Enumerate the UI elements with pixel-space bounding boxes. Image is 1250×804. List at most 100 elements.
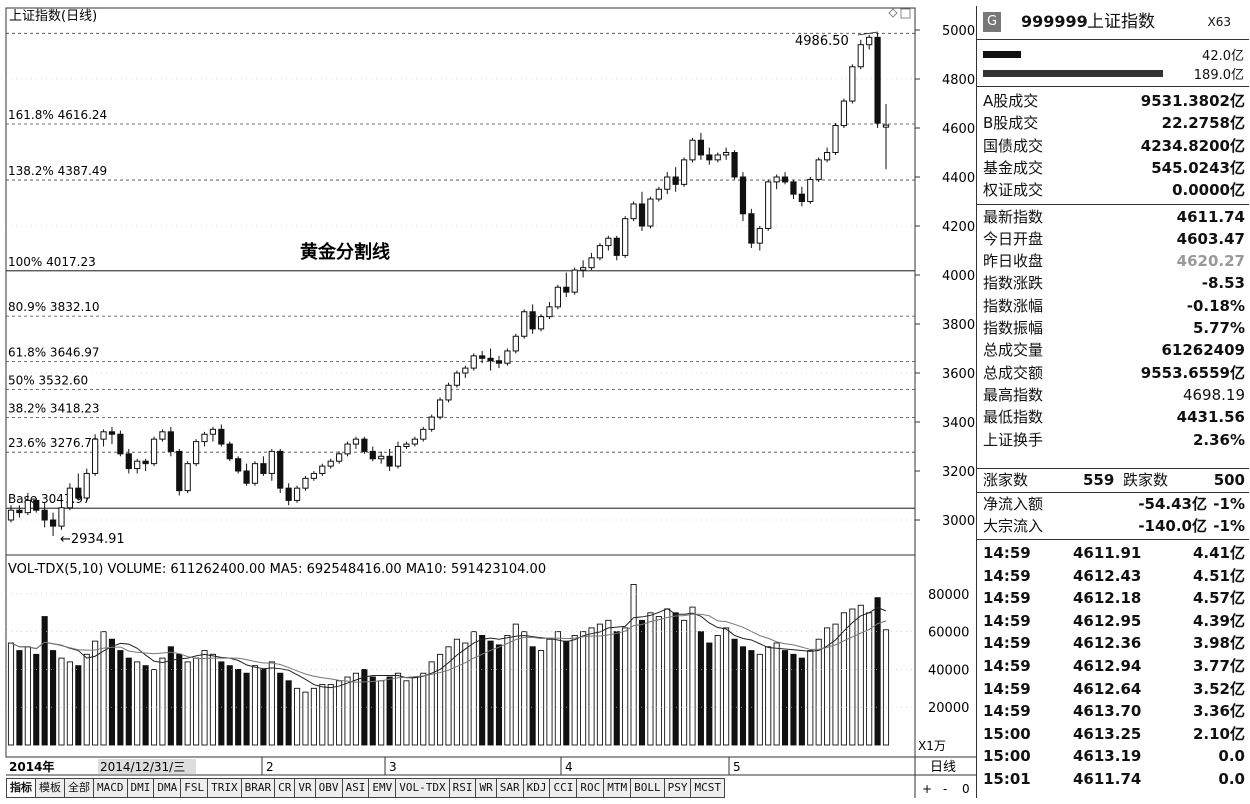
- tick-volume: 4.39亿: [1192, 611, 1245, 630]
- quote-row: A股成交 9531.3802亿: [977, 90, 1249, 112]
- volume-bar: [723, 627, 730, 746]
- zoom-in-button[interactable]: +: [922, 782, 932, 796]
- tab-macd[interactable]: MACD: [94, 778, 128, 798]
- quote-row-label: 指数振幅: [983, 319, 1044, 337]
- volume-bar: [815, 638, 822, 746]
- quote-row-label: 总成交额: [983, 363, 1044, 382]
- tab-指标[interactable]: 指标: [6, 778, 36, 798]
- tick-row[interactable]: 14:59 4612.95 4.39亿: [977, 610, 1249, 632]
- tab-模板[interactable]: 模板: [36, 778, 65, 798]
- tab-asi[interactable]: ASI: [342, 778, 370, 798]
- advance-decline-row: 涨家数 559 跌家数 500: [977, 469, 1249, 491]
- volume-bar: [92, 640, 99, 746]
- tab-boll[interactable]: BOLL: [631, 778, 665, 798]
- tab-fsl[interactable]: FSL: [181, 778, 209, 798]
- tick-time: 14:59: [983, 634, 1031, 653]
- tick-price: 4612.18: [1073, 589, 1142, 608]
- candle: [150, 436, 158, 467]
- kline-chart[interactable]: 161.8% 4616.24 138.2% 4387.49 100% 4017.23…: [0, 0, 976, 804]
- volume-bar: [33, 653, 40, 746]
- tab-全部[interactable]: 全部: [65, 778, 94, 798]
- tab-psy[interactable]: PSY: [664, 778, 692, 798]
- candle: [176, 448, 183, 496]
- tab-dma[interactable]: DMA: [154, 778, 182, 798]
- quote-row: B股成交 22.2758亿: [977, 112, 1249, 134]
- tick-row[interactable]: 15:00 4613.19 0.0: [977, 745, 1249, 767]
- tick-row[interactable]: 14:59 4612.18 4.57亿: [977, 587, 1249, 609]
- volume-bar: [798, 657, 805, 746]
- candle: [394, 441, 402, 469]
- tick-row[interactable]: 14:59 4613.70 3.36亿: [977, 700, 1249, 722]
- tab-sar[interactable]: SAR: [496, 778, 524, 798]
- volume-bar: [596, 623, 604, 746]
- volume-bar: [781, 650, 789, 746]
- candle: [664, 172, 671, 195]
- quote-row-value: 4620.27: [1176, 252, 1245, 271]
- tab-roc[interactable]: ROC: [577, 778, 605, 798]
- tick-row[interactable]: 14:59 4612.64 3.52亿: [977, 678, 1249, 700]
- candle: [49, 512, 57, 536]
- window-controls-icon[interactable]: [888, 8, 911, 19]
- tab-emv[interactable]: EMV: [369, 778, 397, 798]
- price-tick-label: 4600: [942, 122, 975, 137]
- tick-row[interactable]: 14:59 4612.43 4.51亿: [977, 565, 1249, 587]
- zoom-reset-button[interactable]: 0: [962, 782, 970, 796]
- period-label[interactable]: 日线: [930, 760, 956, 775]
- tick-row[interactable]: 15:00 4613.25 2.10亿: [977, 723, 1249, 745]
- volume-bar: [554, 631, 561, 746]
- tab-vr[interactable]: VR: [295, 778, 316, 798]
- volume-bar: [437, 653, 444, 746]
- volume-bar: [849, 608, 856, 746]
- volume-bar: [529, 646, 536, 746]
- volume-bar: [293, 687, 301, 746]
- tick-price: 4612.43: [1073, 566, 1142, 585]
- candle: [756, 226, 763, 251]
- tab-dmi[interactable]: DMI: [127, 778, 155, 798]
- tick-time: 14:59: [983, 679, 1031, 698]
- volume-bar: [268, 661, 275, 746]
- price-tick-label: 3800: [942, 318, 975, 333]
- tick-row[interactable]: 14:59 4612.36 3.98亿: [977, 632, 1249, 654]
- volume-bar: [866, 612, 873, 746]
- volume-bar: [495, 644, 503, 746]
- fib-label: 138.2% 4387.49: [8, 164, 107, 178]
- tick-row[interactable]: 15:01 4611.74 0.0: [977, 768, 1249, 790]
- tab-wr[interactable]: WR: [476, 778, 497, 798]
- date-label: 4: [565, 760, 573, 774]
- candle: [159, 429, 166, 442]
- tab-cr[interactable]: CR: [275, 778, 296, 798]
- volume-bar: [176, 653, 183, 746]
- volume-bar: [344, 676, 351, 746]
- candle: [765, 179, 772, 231]
- tab-kdj[interactable]: KDJ: [523, 778, 551, 798]
- candle: [773, 174, 780, 190]
- price-tick-label: 4000: [942, 269, 975, 284]
- candle: [798, 186, 805, 207]
- tab-mtm[interactable]: MTM: [604, 778, 632, 798]
- volume-bars: [7, 583, 890, 746]
- candle: [201, 431, 208, 447]
- volume-bar: [857, 604, 864, 746]
- quote-row: 最新指数 4611.74: [977, 206, 1249, 228]
- quote-row-value: 545.0243亿: [1151, 158, 1245, 177]
- zoom-controls[interactable]: + - 0: [922, 782, 970, 796]
- tick-price: 4612.95: [1073, 611, 1142, 630]
- tab-rsi[interactable]: RSI: [449, 778, 477, 798]
- candle: [638, 191, 646, 231]
- tick-row[interactable]: 14:59 4612.94 3.77亿: [977, 655, 1249, 677]
- tab-obv[interactable]: OBV: [315, 778, 343, 798]
- quote-row-value: 2.36%: [1192, 430, 1245, 449]
- candle: [622, 216, 629, 258]
- volume-bar: [7, 642, 15, 746]
- tick-row[interactable]: 14:59 4611.91 4.41亿: [977, 542, 1249, 564]
- tab-trix[interactable]: TRIX: [208, 778, 242, 798]
- tab-cci[interactable]: CCI: [550, 778, 578, 798]
- volume-bar: [832, 623, 839, 746]
- tab-brar[interactable]: BRAR: [241, 778, 276, 798]
- index-tag: X63: [1207, 15, 1232, 29]
- candle: [630, 201, 637, 222]
- tab-vol-tdx[interactable]: VOL-TDX: [396, 778, 450, 798]
- tab-mcst[interactable]: MCST: [691, 778, 725, 798]
- candle: [125, 448, 132, 474]
- zoom-out-button[interactable]: -: [943, 782, 947, 796]
